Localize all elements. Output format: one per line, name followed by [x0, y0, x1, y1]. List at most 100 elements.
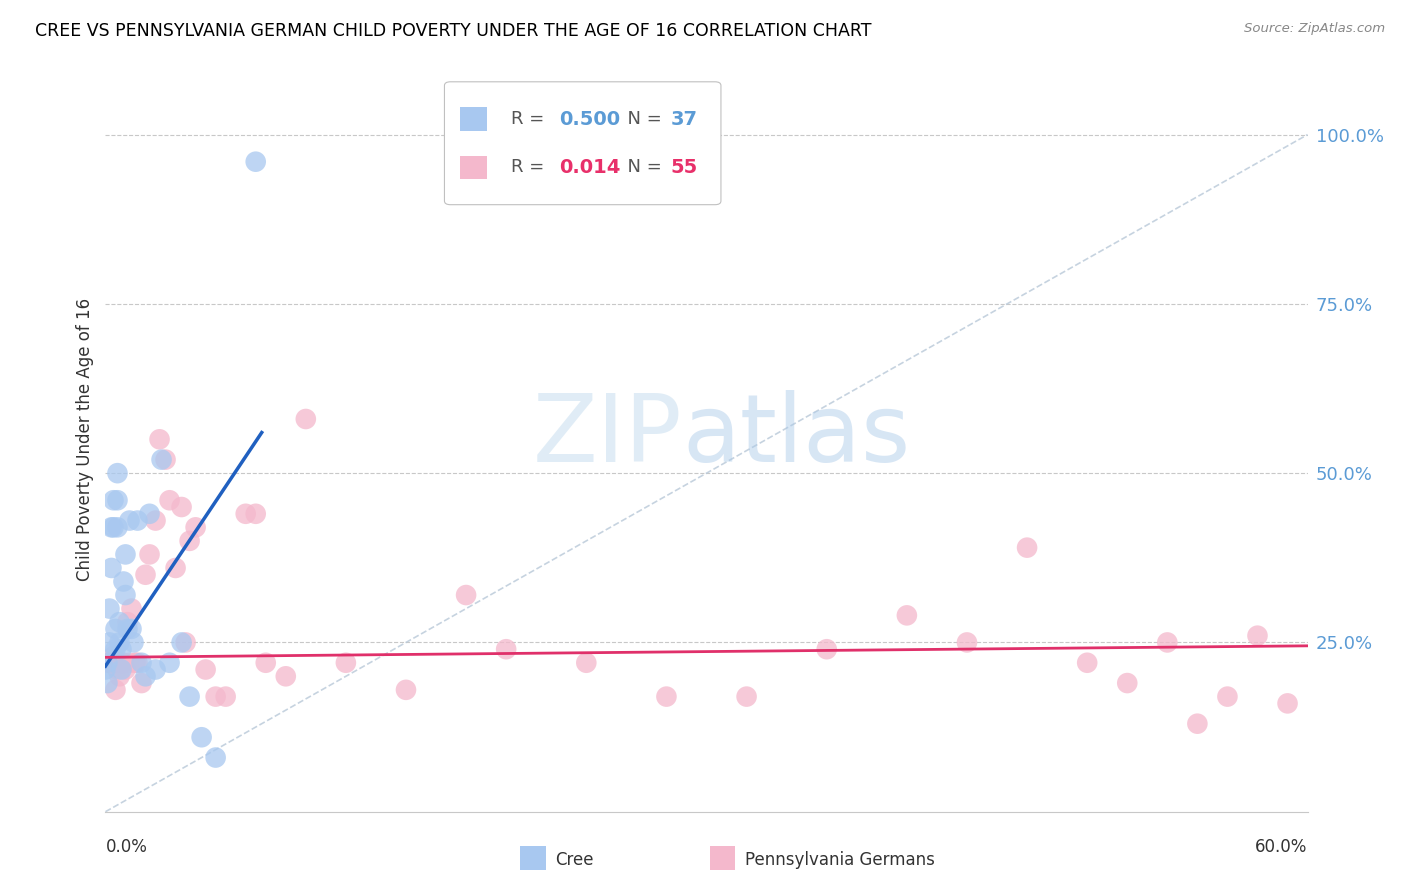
- Point: [655, 690, 678, 704]
- Point: [103, 520, 125, 534]
- Point: [254, 656, 277, 670]
- Point: [1017, 541, 1039, 555]
- Point: [204, 690, 226, 704]
- Text: ZIP: ZIP: [533, 390, 682, 482]
- Text: N =: N =: [616, 110, 668, 128]
- Point: [395, 682, 418, 697]
- Point: [112, 656, 135, 670]
- Point: [454, 588, 477, 602]
- Point: [245, 154, 267, 169]
- Point: [214, 690, 236, 704]
- Point: [138, 507, 160, 521]
- Point: [110, 656, 132, 670]
- Point: [1187, 716, 1209, 731]
- Text: CREE VS PENNSYLVANIA GERMAN CHILD POVERTY UNDER THE AGE OF 16 CORRELATION CHART: CREE VS PENNSYLVANIA GERMAN CHILD POVERT…: [35, 22, 872, 40]
- Point: [131, 656, 153, 670]
- Point: [110, 663, 132, 677]
- Text: N =: N =: [616, 159, 668, 177]
- Point: [96, 676, 118, 690]
- Point: [148, 433, 170, 447]
- Text: R =: R =: [510, 159, 550, 177]
- Point: [194, 663, 217, 677]
- Point: [110, 642, 132, 657]
- Point: [245, 507, 267, 521]
- Point: [335, 656, 357, 670]
- Point: [117, 622, 139, 636]
- Point: [274, 669, 297, 683]
- Point: [159, 493, 181, 508]
- Point: [121, 601, 143, 615]
- Point: [108, 635, 131, 649]
- Point: [96, 656, 118, 670]
- Point: [107, 493, 129, 508]
- Point: [131, 676, 153, 690]
- Point: [108, 669, 131, 683]
- Point: [104, 656, 127, 670]
- Point: [165, 561, 187, 575]
- Text: 37: 37: [671, 110, 697, 128]
- Point: [100, 520, 122, 534]
- Point: [103, 493, 125, 508]
- Point: [138, 548, 160, 562]
- Point: [575, 656, 598, 670]
- Y-axis label: Child Poverty Under the Age of 16: Child Poverty Under the Age of 16: [76, 298, 94, 581]
- Point: [107, 663, 129, 677]
- Point: [956, 635, 979, 649]
- Point: [104, 642, 127, 657]
- Point: [295, 412, 318, 426]
- Text: 60.0%: 60.0%: [1256, 838, 1308, 856]
- Point: [235, 507, 257, 521]
- Point: [104, 682, 127, 697]
- Text: Pennsylvania Germans: Pennsylvania Germans: [745, 851, 935, 869]
- Point: [145, 514, 167, 528]
- Text: 0.014: 0.014: [558, 158, 620, 177]
- Point: [190, 730, 212, 744]
- Point: [124, 656, 146, 670]
- Point: [98, 656, 121, 670]
- Point: [108, 615, 131, 629]
- Point: [127, 656, 149, 670]
- Point: [118, 656, 141, 670]
- Point: [159, 656, 181, 670]
- Point: [114, 548, 136, 562]
- Point: [204, 750, 226, 764]
- Point: [1246, 629, 1268, 643]
- Text: atlas: atlas: [682, 390, 911, 482]
- Point: [735, 690, 758, 704]
- Point: [112, 574, 135, 589]
- Point: [118, 514, 141, 528]
- Point: [104, 622, 127, 636]
- Point: [170, 500, 193, 514]
- Text: R =: R =: [510, 110, 550, 128]
- Point: [135, 567, 157, 582]
- Point: [114, 663, 136, 677]
- Text: Source: ZipAtlas.com: Source: ZipAtlas.com: [1244, 22, 1385, 36]
- Point: [1156, 635, 1178, 649]
- Point: [174, 635, 197, 649]
- Bar: [460, 155, 486, 179]
- Point: [1277, 697, 1299, 711]
- Point: [135, 669, 157, 683]
- Point: [96, 656, 118, 670]
- Point: [145, 663, 167, 677]
- Point: [100, 561, 122, 575]
- Point: [896, 608, 918, 623]
- Point: [114, 588, 136, 602]
- Point: [1216, 690, 1239, 704]
- Point: [107, 466, 129, 480]
- Point: [127, 514, 149, 528]
- Text: 55: 55: [671, 158, 697, 177]
- Point: [122, 635, 145, 649]
- Point: [179, 533, 201, 548]
- Text: 0.500: 0.500: [558, 110, 620, 128]
- Point: [121, 622, 143, 636]
- Point: [1116, 676, 1139, 690]
- Point: [107, 520, 129, 534]
- Text: Cree: Cree: [555, 851, 593, 869]
- Point: [495, 642, 517, 657]
- Point: [103, 648, 125, 663]
- Point: [98, 635, 121, 649]
- Point: [1076, 656, 1098, 670]
- Point: [98, 601, 121, 615]
- Point: [179, 690, 201, 704]
